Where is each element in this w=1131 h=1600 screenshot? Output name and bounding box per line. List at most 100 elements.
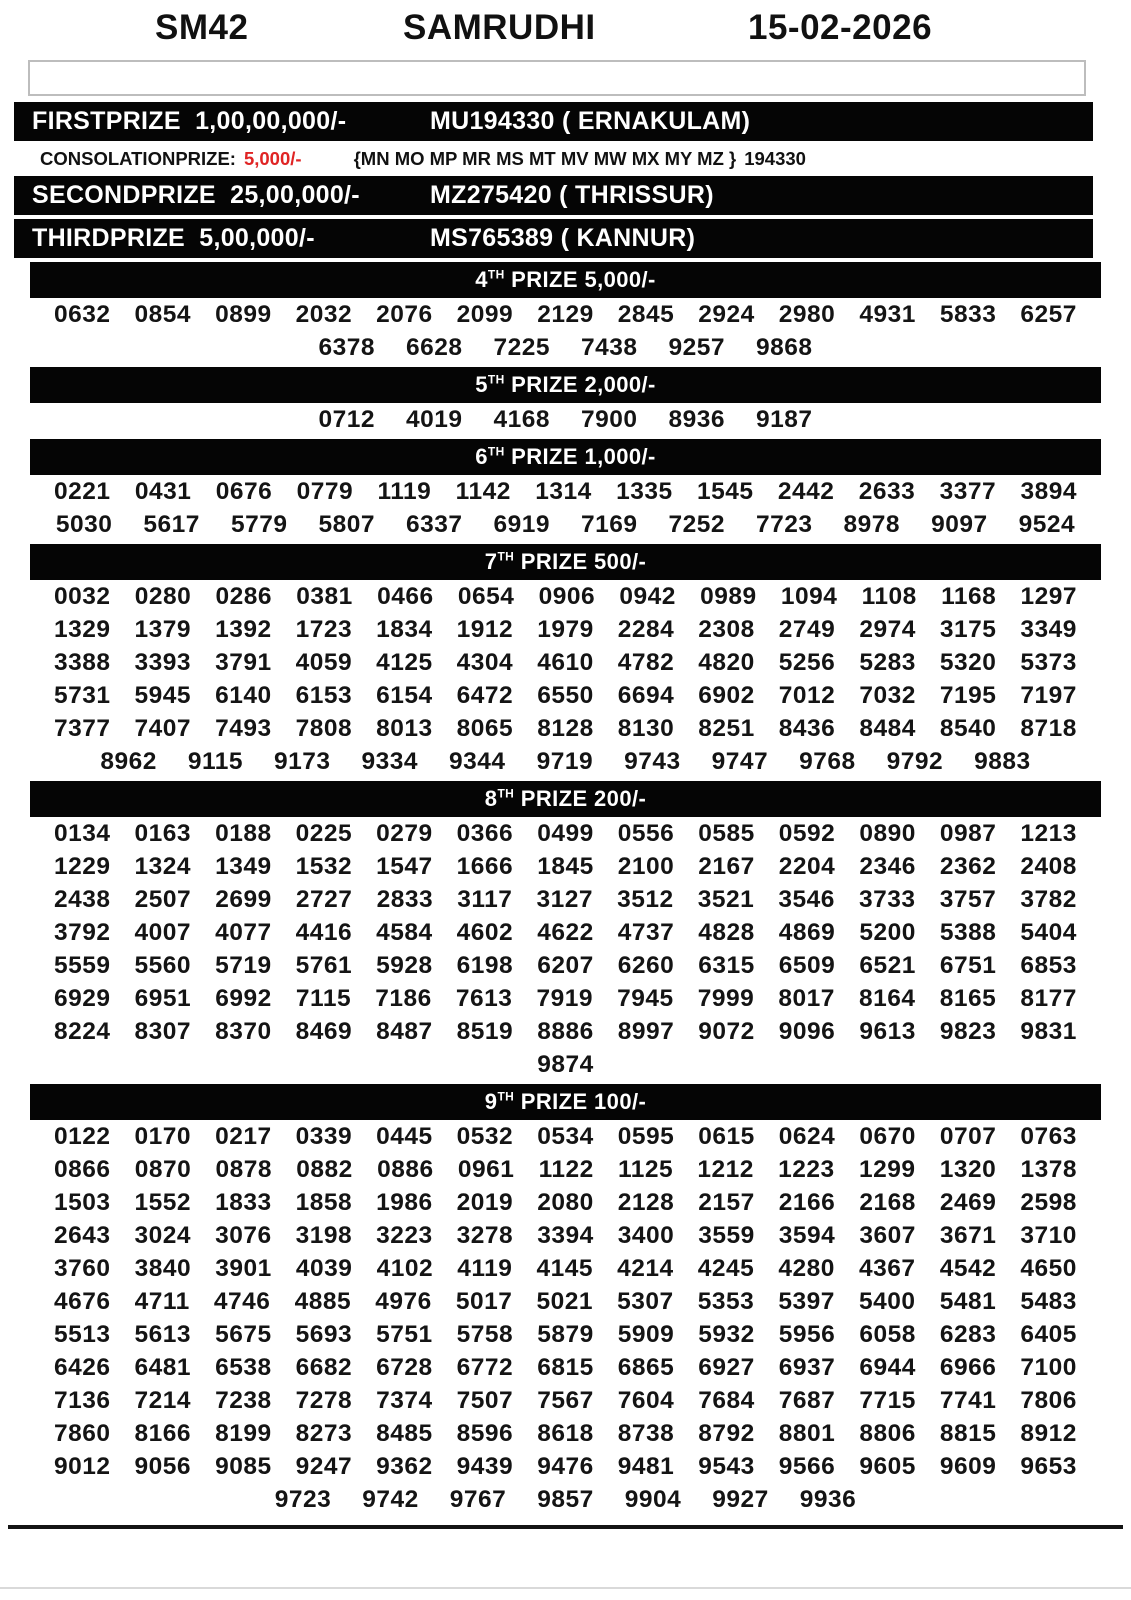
winning-number: 4119 <box>457 1254 513 1282</box>
prize-section-header: 9TH PRIZE 100/- <box>30 1084 1101 1120</box>
winning-numbers-row: 1229 1324 1349 1532 1547 1666 1845 2100 2167 2204… <box>0 850 1131 883</box>
winning-number: 9831 <box>1020 1017 1077 1045</box>
winning-number: 8251 <box>698 714 755 742</box>
winning-number: 0779 <box>296 477 354 505</box>
winning-numbers-row: 0712 4019 4168 7900 8936 9187 <box>0 403 1131 436</box>
winning-number: 7252 <box>668 510 726 538</box>
winning-number: 3760 <box>54 1254 111 1282</box>
first-prize-bar: FIRSTPRIZE 1,00,00,000/- MU194330 ( ERNA… <box>14 102 1093 141</box>
winning-number: 5400 <box>859 1287 916 1315</box>
winning-number: 7195 <box>939 681 997 709</box>
winning-number: 1834 <box>376 615 433 643</box>
winning-number: 1223 <box>778 1155 835 1183</box>
winning-number: 5879 <box>537 1320 594 1348</box>
prize-section: 7TH PRIZE 500/- 0032 0280 0286 0381 0466 0654… <box>0 544 1131 778</box>
winning-number: 4145 <box>536 1254 593 1282</box>
winning-number: 0886 <box>377 1155 434 1183</box>
winning-number: 0707 <box>939 1122 997 1150</box>
winning-number: 7900 <box>581 405 638 433</box>
winning-number: 6538 <box>215 1353 272 1381</box>
winning-number: 4102 <box>376 1254 434 1282</box>
winning-number: 0134 <box>54 819 111 847</box>
winning-number: 0286 <box>215 582 273 610</box>
winning-number: 2129 <box>537 300 594 328</box>
winning-number: 8815 <box>939 1419 997 1447</box>
winning-number: 1329 <box>54 615 111 643</box>
winning-number: 8307 <box>134 1017 192 1045</box>
winning-number: 5751 <box>376 1320 433 1348</box>
winning-number: 0654 <box>457 582 515 610</box>
winning-number: 2924 <box>698 300 755 328</box>
winning-number: 0585 <box>698 819 755 847</box>
winning-number: 3757 <box>939 885 997 913</box>
winning-number: 7186 <box>375 984 432 1012</box>
draw-code: SM42 <box>155 8 249 47</box>
first-prize-label: FIRSTPRIZE <box>32 107 181 135</box>
winning-number: 4650 <box>1020 1254 1077 1282</box>
winning-number: 6966 <box>939 1353 997 1381</box>
winning-number: 6902 <box>698 681 755 709</box>
winning-number: 2974 <box>859 615 916 643</box>
winning-number: 8962 <box>100 747 157 775</box>
winning-number: 6140 <box>215 681 272 709</box>
winning-number: 5675 <box>215 1320 272 1348</box>
empty-text-bar <box>28 60 1086 96</box>
winning-numbers-row: 0632 0854 0899 2032 2076 2099 2129 2845 2924 2980… <box>0 298 1131 331</box>
winning-number: 3349 <box>1020 615 1077 643</box>
winning-numbers-row: 0032 0280 0286 0381 0466 0654 0906 0942 0989 1094… <box>0 580 1131 613</box>
winning-number: 3521 <box>697 885 755 913</box>
winning-number: 3840 <box>134 1254 192 1282</box>
winning-number: 1229 <box>54 852 111 880</box>
winning-number: 5693 <box>295 1320 353 1348</box>
lottery-name: SAMRUDHI <box>403 8 596 47</box>
winning-number: 3792 <box>54 918 111 946</box>
third-prize-label: THIRDPRIZE <box>32 224 185 252</box>
winning-number: 9115 <box>187 747 244 775</box>
winning-number: 7115 <box>295 984 352 1012</box>
winning-number: 1297 <box>1020 582 1077 610</box>
winning-number: 7806 <box>1020 1386 1077 1414</box>
winning-number: 1986 <box>376 1188 433 1216</box>
winning-number: 6315 <box>698 951 755 979</box>
winning-numbers-row: 3760 3840 3901 4039 4102 4119 4145 4214 4245 4280… <box>0 1252 1131 1285</box>
winning-number: 7999 <box>697 984 755 1012</box>
winning-number: 0431 <box>134 477 192 505</box>
winning-number: 0870 <box>134 1155 192 1183</box>
winning-number: 8177 <box>1020 984 1077 1012</box>
winning-number: 0890 <box>859 819 916 847</box>
winning-number: 5021 <box>536 1287 593 1315</box>
winning-number: 2100 <box>617 852 675 880</box>
winning-number: 9874 <box>537 1050 594 1078</box>
winning-number: 9334 <box>361 747 419 775</box>
winning-number: 2643 <box>54 1221 111 1249</box>
winning-number: 1545 <box>696 477 754 505</box>
winning-number: 1168 <box>941 582 997 610</box>
winning-number: 2166 <box>778 1188 836 1216</box>
third-prize-bar: THIRDPRIZE 5,00,000/- MS765389 ( KANNUR) <box>14 219 1093 258</box>
winning-number: 4214 <box>617 1254 674 1282</box>
winning-number: 0532 <box>456 1122 514 1150</box>
winning-number: 3127 <box>536 885 593 913</box>
winning-number: 9605 <box>859 1452 916 1480</box>
winning-number: 0279 <box>376 819 433 847</box>
winning-number: 7407 <box>134 714 192 742</box>
winning-number: 5397 <box>778 1287 835 1315</box>
winning-number: 2633 <box>858 477 916 505</box>
winning-number: 3901 <box>215 1254 272 1282</box>
winning-number: 8166 <box>134 1419 192 1447</box>
winning-number: 4869 <box>778 918 836 946</box>
winning-number: 0615 <box>698 1122 755 1150</box>
prize-section: 6TH PRIZE 1,000/- 0221 0431 0676 0779 1119 11… <box>0 439 1131 541</box>
winning-number: 6694 <box>617 681 675 709</box>
winning-number: 7100 <box>1020 1353 1077 1381</box>
winning-number: 0163 <box>134 819 192 847</box>
winning-numbers-row: 3388 3393 3791 4059 4125 4304 4610 4782 4820 5256… <box>0 646 1131 679</box>
prize-section: 9TH PRIZE 100/- 0122 0170 0217 0339 0445 0532… <box>0 1084 1131 1516</box>
prize-section: 5TH PRIZE 2,000/- 0712 4019 4168 7900 8936 91… <box>0 367 1131 436</box>
winning-number: 5617 <box>143 510 200 538</box>
winning-number: 5719 <box>215 951 272 979</box>
winning-number: 9768 <box>799 747 856 775</box>
winning-number: 1912 <box>456 615 514 643</box>
winning-numbers-row: 4676 4711 4746 4885 4976 5017 5021 5307 5353 5397… <box>0 1285 1131 1318</box>
winning-number: 6481 <box>134 1353 192 1381</box>
